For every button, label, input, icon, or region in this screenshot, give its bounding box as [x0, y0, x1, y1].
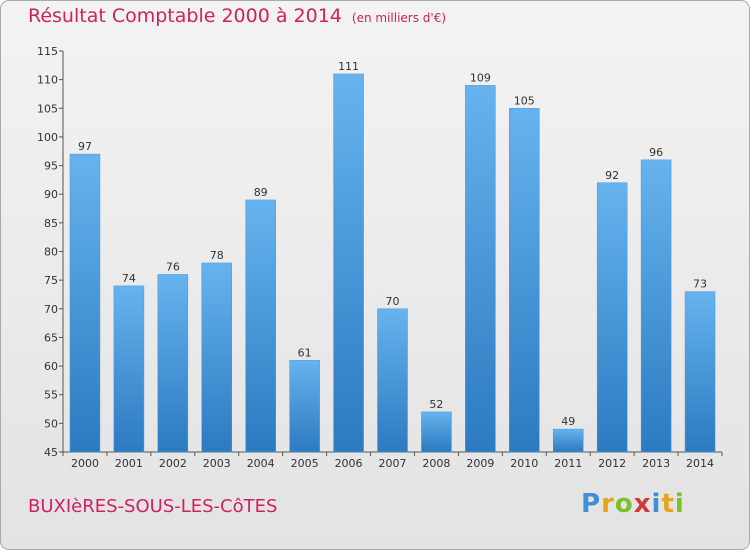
y-tick-label: 55 — [44, 389, 58, 402]
bar-value-label: 96 — [649, 146, 663, 159]
bar-value-label: 105 — [514, 94, 535, 107]
y-tick-label: 100 — [37, 131, 58, 144]
y-tick-label: 90 — [44, 188, 58, 201]
bar-value-label: 76 — [166, 260, 180, 273]
y-tick-label: 70 — [44, 303, 58, 316]
bar — [113, 285, 145, 453]
proxiti-logo[interactable]: Proxiti — [581, 489, 685, 519]
logo-letter: x — [633, 489, 652, 519]
bar — [552, 428, 584, 453]
bar — [421, 411, 452, 453]
x-tick-label: 2014 — [686, 457, 714, 470]
x-tick-label: 2005 — [291, 457, 319, 470]
bar — [245, 199, 276, 453]
x-tick-label: 2009 — [466, 457, 494, 470]
x-tick-label: 2012 — [598, 457, 626, 470]
bar — [465, 85, 496, 453]
bar-value-label: 70 — [386, 295, 400, 308]
y-tick-label: 60 — [44, 360, 58, 373]
x-tick-label: 2010 — [510, 457, 538, 470]
bar — [684, 291, 716, 453]
bar-value-label: 89 — [254, 186, 268, 199]
bar — [377, 308, 408, 453]
y-tick-label: 110 — [37, 74, 58, 87]
bar-value-label: 49 — [561, 415, 575, 428]
bar — [596, 182, 628, 453]
x-tick-label: 2000 — [71, 457, 99, 470]
x-tick-label: 2011 — [554, 457, 582, 470]
x-tick-label: 2003 — [203, 457, 231, 470]
bar-value-label: 74 — [122, 272, 136, 285]
bar-value-label: 78 — [210, 249, 224, 262]
bar-value-label: 97 — [78, 140, 92, 153]
x-tick-label: 2001 — [115, 457, 143, 470]
x-tick-label: 2008 — [422, 457, 450, 470]
x-tick-label: 2007 — [379, 457, 407, 470]
x-tick-label: 2004 — [247, 457, 275, 470]
title-unit: (en milliers d'€) — [351, 11, 447, 25]
bar — [509, 108, 540, 453]
x-tick-label: 2006 — [335, 457, 363, 470]
y-tick-label: 95 — [44, 160, 58, 173]
bar — [333, 73, 364, 453]
bar-value-label: 61 — [298, 346, 312, 359]
commune-name: BUXIèRES-SOUS-LES-CôTES — [28, 496, 278, 517]
logo-letter: i — [674, 489, 685, 519]
x-tick-label: 2002 — [159, 457, 187, 470]
title-text: Résultat Comptable 2000 à 2014 — [28, 5, 342, 27]
bar-value-label: 73 — [693, 278, 707, 291]
logo-letter: r — [601, 489, 615, 519]
y-tick-label: 75 — [44, 274, 58, 287]
bar — [69, 153, 101, 453]
bar — [289, 360, 320, 453]
bar-value-label: 92 — [605, 169, 619, 182]
y-tick-label: 80 — [44, 246, 58, 259]
bar — [157, 274, 189, 453]
bar-value-label: 111 — [338, 60, 359, 73]
y-tick-label: 65 — [44, 331, 58, 344]
logo-letter: P — [581, 489, 602, 519]
bar — [640, 159, 672, 453]
x-tick-label: 2013 — [642, 457, 670, 470]
y-tick-label: 105 — [37, 102, 58, 115]
bar — [201, 262, 233, 453]
logo-letter: t — [661, 489, 675, 519]
bar-value-label: 109 — [470, 71, 491, 84]
y-tick-label: 115 — [37, 45, 58, 58]
y-tick-label: 85 — [44, 217, 58, 230]
bar-value-label: 52 — [429, 398, 443, 411]
logo-letter: i — [651, 489, 662, 519]
logo-letter: o — [614, 489, 634, 519]
y-tick-label: 50 — [44, 417, 58, 430]
y-tick-label: 45 — [44, 446, 58, 459]
chart-title: Résultat Comptable 2000 à 2014 (en millie… — [28, 5, 446, 27]
